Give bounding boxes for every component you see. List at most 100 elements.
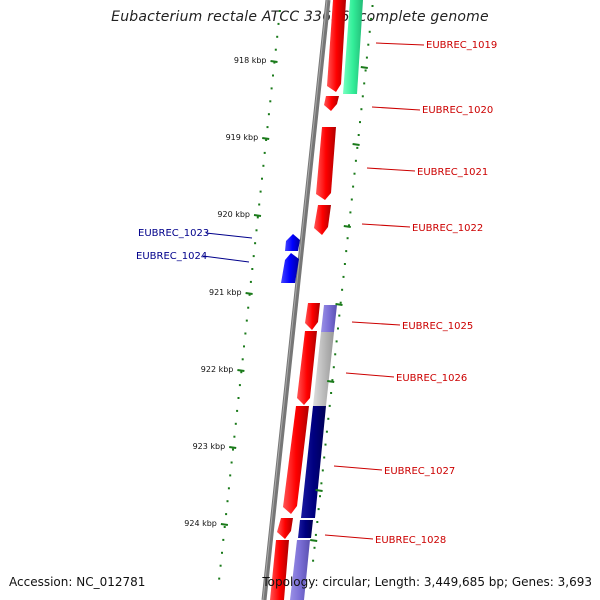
tick-dot bbox=[343, 263, 346, 265]
tick-dot bbox=[346, 237, 349, 240]
gene-label-eubrec-1022[interactable]: EUBREC_1022 bbox=[412, 223, 483, 234]
tick-dot bbox=[245, 319, 248, 322]
tick-dot bbox=[348, 224, 350, 227]
gene-eubrec-1019[interactable] bbox=[327, 0, 346, 92]
gene-label-eubrec-1021[interactable]: EUBREC_1021 bbox=[417, 167, 488, 178]
leader-line bbox=[361, 223, 411, 228]
tick-dot bbox=[225, 513, 228, 516]
gene-eubrec-1026[interactable] bbox=[297, 331, 317, 405]
gene-eubrec-1029[interactable] bbox=[270, 540, 289, 600]
tick-dot bbox=[324, 443, 327, 446]
outer-major-tick bbox=[360, 66, 368, 69]
gene-label-eubrec-1026[interactable]: EUBREC_1026 bbox=[396, 373, 467, 384]
tick-dot bbox=[230, 461, 233, 464]
kbp-major-tick bbox=[245, 292, 253, 295]
leader-line bbox=[205, 232, 253, 239]
feature-gray[interactable] bbox=[313, 332, 334, 406]
gene-eubrec-1020[interactable] bbox=[324, 96, 339, 111]
gene-eubrec-1022[interactable] bbox=[314, 205, 331, 235]
genome-backbone bbox=[261, 0, 331, 600]
outer-major-tick bbox=[343, 225, 351, 228]
leader-line bbox=[375, 42, 425, 46]
feature-navy[interactable] bbox=[301, 406, 326, 518]
kbp-major-tick bbox=[237, 369, 245, 372]
tick-dot bbox=[248, 293, 251, 296]
tick-dot bbox=[341, 288, 344, 291]
tick-dot bbox=[363, 82, 366, 85]
gene-eubrec-1021[interactable] bbox=[316, 127, 336, 200]
gene-eubrec-1027[interactable] bbox=[283, 406, 309, 514]
gene-label-eubrec-1023[interactable]: EUBREC_1023 bbox=[138, 228, 209, 239]
tick-dot bbox=[218, 577, 221, 580]
gene-label-eubrec-1019[interactable]: EUBREC_1019 bbox=[426, 40, 497, 51]
tick-dot bbox=[241, 358, 244, 361]
gene-eubrec-1025[interactable] bbox=[305, 303, 320, 330]
leader-line bbox=[366, 167, 416, 172]
gene-eubrec-1024[interactable] bbox=[281, 253, 299, 283]
gene-label-eubrec-1024[interactable]: EUBREC_1024 bbox=[136, 251, 207, 262]
gene-label-eubrec-1025[interactable]: EUBREC_1025 bbox=[402, 321, 473, 332]
tick-dot bbox=[352, 185, 355, 188]
tick-dot bbox=[371, 5, 374, 7]
leader-line bbox=[202, 255, 250, 263]
feature-navy-small[interactable] bbox=[298, 520, 313, 538]
feature-purple-upper[interactable] bbox=[321, 305, 337, 332]
tick-dot bbox=[328, 404, 331, 407]
tick-dot bbox=[356, 146, 359, 149]
outer-major-tick bbox=[310, 539, 318, 542]
gene-label-eubrec-1020[interactable]: EUBREC_1020 bbox=[422, 105, 493, 116]
kbp-major-tick bbox=[220, 523, 229, 526]
outer-major-tick bbox=[315, 489, 323, 492]
tick-dot bbox=[338, 314, 341, 317]
tick-dot bbox=[276, 35, 279, 38]
tick-dot bbox=[317, 508, 320, 511]
tick-dot bbox=[359, 121, 361, 124]
tick-dot bbox=[277, 22, 280, 25]
tick-dot bbox=[357, 134, 360, 136]
leader-line bbox=[324, 534, 374, 540]
tick-dot bbox=[269, 100, 272, 103]
tick-dot bbox=[258, 203, 261, 206]
kbp-major-tick bbox=[253, 214, 262, 217]
gene-eubrec-1023[interactable] bbox=[285, 234, 300, 251]
tick-dot bbox=[278, 10, 281, 12]
feature-teal[interactable] bbox=[343, 0, 363, 94]
tick-dot bbox=[259, 190, 262, 193]
tick-dot bbox=[332, 366, 335, 369]
gene-label-eubrec-1027[interactable]: EUBREC_1027 bbox=[384, 466, 455, 477]
tick-dot bbox=[316, 521, 319, 523]
kbp-tick-label: 921 kbp bbox=[209, 288, 242, 297]
tick-dot bbox=[321, 469, 324, 472]
kbp-major-tick bbox=[270, 60, 278, 63]
kbp-tick-label: 918 kbp bbox=[234, 56, 267, 65]
tick-dot bbox=[247, 306, 250, 309]
tick-dot bbox=[350, 198, 353, 201]
gene-label-group-left: EUBREC_1023 EUBREC_1024 bbox=[136, 228, 253, 263]
tick-dot bbox=[237, 397, 240, 399]
tick-dot bbox=[331, 379, 334, 382]
tick-dot bbox=[345, 250, 348, 253]
tick-dot bbox=[367, 43, 370, 46]
tick-dot bbox=[233, 435, 236, 438]
feature-purple-lower[interactable] bbox=[290, 540, 310, 600]
gene-eubrec-1028[interactable] bbox=[277, 518, 293, 539]
tick-dot bbox=[339, 301, 342, 304]
gene-label-eubrec-1028[interactable]: EUBREC_1028 bbox=[375, 535, 446, 546]
leader-line bbox=[371, 106, 421, 111]
tick-dot bbox=[232, 448, 234, 451]
tick-dot bbox=[361, 95, 364, 98]
tick-dot bbox=[261, 177, 263, 180]
tick-dot bbox=[349, 211, 352, 214]
tick-dot bbox=[335, 340, 338, 343]
map-title: Eubacterium rectale ATCC 33656, complete… bbox=[111, 9, 489, 25]
tick-dot bbox=[227, 487, 230, 490]
tick-dot bbox=[223, 526, 226, 528]
tick-dot bbox=[256, 216, 259, 219]
tick-dot bbox=[337, 327, 339, 330]
tick-dot bbox=[274, 48, 277, 51]
genome-summary: Topology: circular; Length: 3,449,685 bp… bbox=[262, 575, 592, 589]
genome-backbone-highlight bbox=[262, 0, 328, 600]
tick-dot bbox=[325, 430, 328, 433]
tick-dot bbox=[323, 456, 326, 459]
